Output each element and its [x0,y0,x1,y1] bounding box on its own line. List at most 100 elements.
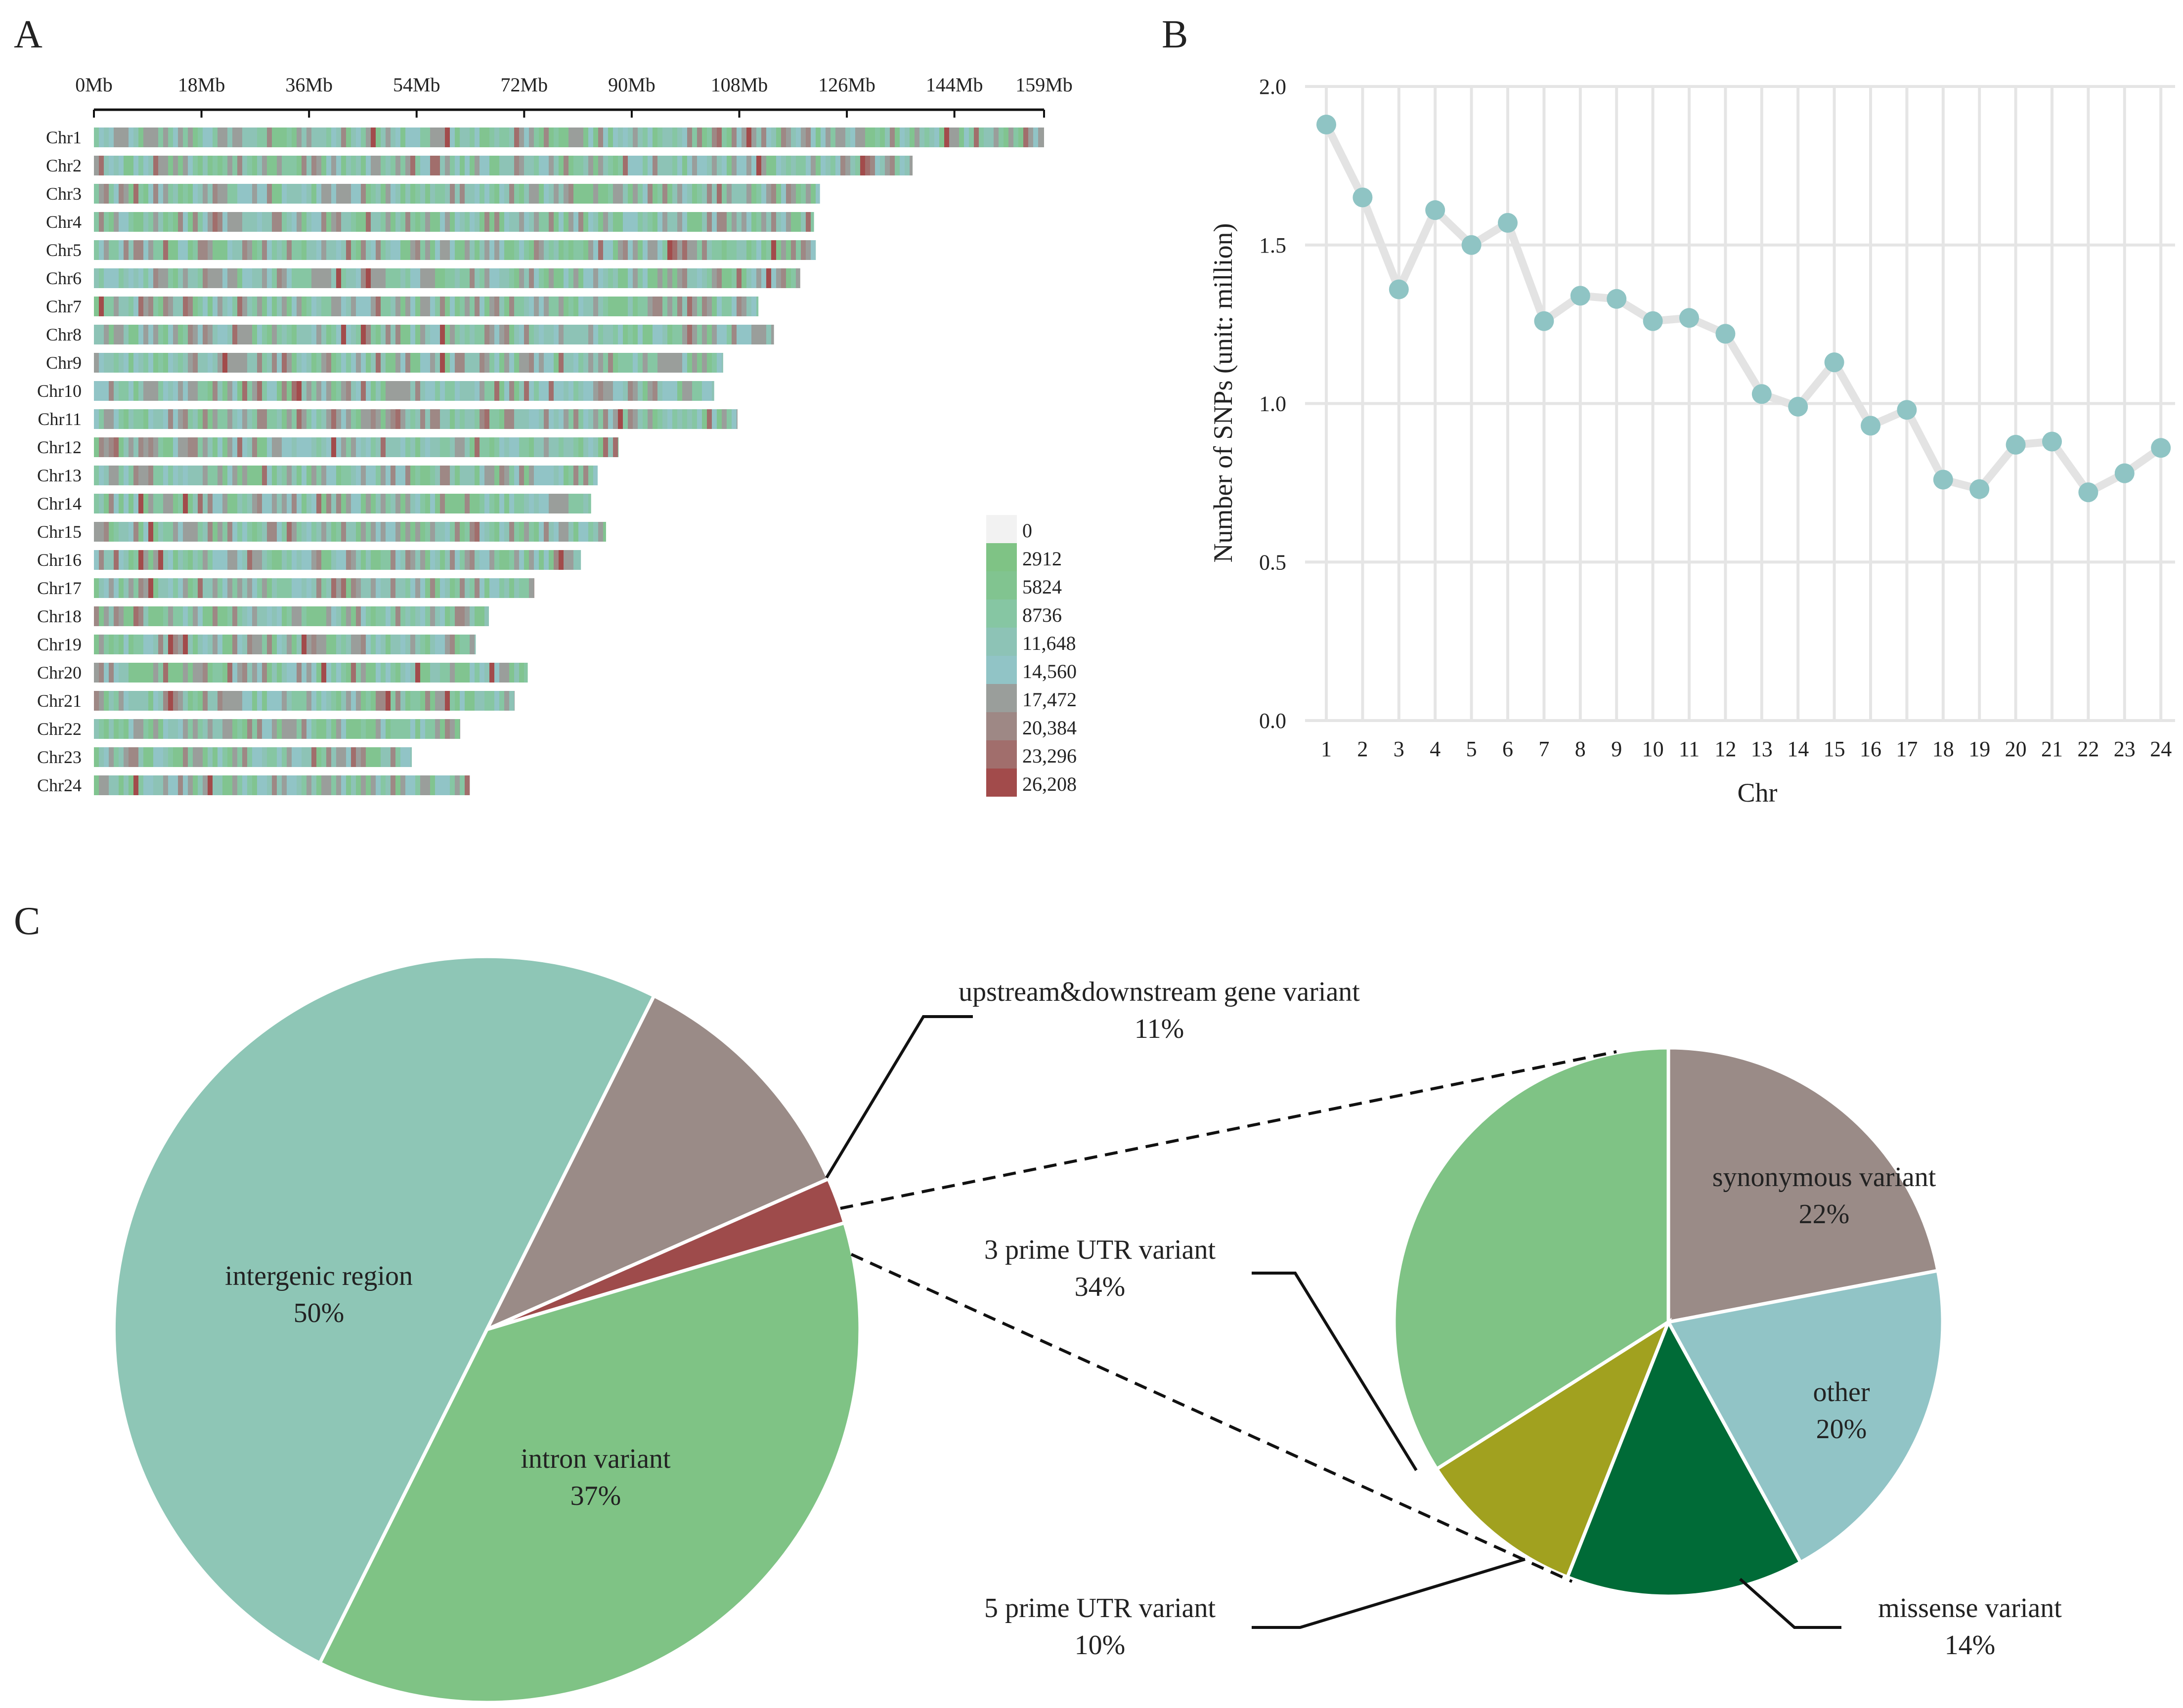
leader-missense [1739,1578,1841,1629]
snp-count-points [1316,114,2171,503]
label-synonymous: synonymous variant [1712,1162,1936,1193]
chromosome-bar [94,212,814,232]
chromosome-label: Chr17 [37,578,82,598]
chromosome-label: Chr16 [37,550,82,570]
snp-count-point [1425,200,1445,220]
chromosome-label: Chr1 [46,128,82,147]
main-pie [112,954,862,1705]
chromosome-bar [94,409,738,429]
chromosome-bar [94,353,723,373]
chromosome-bar [94,268,800,288]
snp-count-point [1316,114,1336,134]
legend-label: 0 [1022,519,1032,542]
chromosome-bar [94,550,581,570]
panel-b-x-tick: 16 [1860,737,1881,761]
chromosome-label: Chr5 [46,240,82,260]
panel-b-x-tick: 7 [1538,737,1549,761]
panel-b-x-tick: 12 [1714,737,1736,761]
chromosome-label: Chr4 [46,212,82,232]
snp-count-point [1751,384,1772,404]
snp-count-point [1643,311,1663,331]
chromosome-label: Chr19 [37,635,82,654]
panel-b-x-tick: 14 [1787,737,1809,761]
pct-upstream-downstream: 11% [1135,1014,1184,1044]
legend-swatch [986,515,1017,543]
panel-b-x-tick: 20 [2005,737,2027,761]
pct-intergenic: 50% [294,1298,345,1328]
panel-b-x-tick: 10 [1642,737,1664,761]
pct-missense: 14% [1945,1630,1996,1661]
chromosome-bar [94,635,476,654]
chromosome-label: Chr21 [37,691,82,711]
chromosome-label: Chr7 [46,297,82,316]
connector-lower-dashed [850,1253,1573,1583]
snp-count-point [1353,187,1373,208]
pct-3prime-utr: 34% [1075,1272,1126,1302]
chromosome-label: Chr6 [46,268,82,288]
panel-b-y-tick: 2.0 [1259,75,1286,99]
pie-slice [1392,1046,1670,1472]
chromosome-bar [94,325,774,344]
panel-b-x-tick: 1 [1321,737,1332,761]
chromosome-bar [94,466,598,485]
snp-count-panel: 0.00.51.01.52.0 1 2 3 4 5 6 7 8 9 10 11 12 13 14 15 16 1… [1208,75,2175,808]
pct-intron: 37% [570,1481,621,1511]
panel-label-b: B [1162,13,1188,56]
pie-slice [317,1220,862,1705]
chromosome-bar [94,156,913,175]
chromosome-label: Chr10 [37,381,82,401]
panel-b-x-tick: 24 [2150,737,2172,761]
snp-count-point [1389,279,1409,299]
legend-label: 5824 [1022,576,1062,598]
label-5prime-utr: 5 prime UTR variant [984,1593,1216,1623]
pie-slice [1666,1046,1940,1324]
legend-label: 2912 [1022,548,1062,570]
chromosome-bar [94,719,460,739]
chromosome-bar [94,297,759,316]
chromosome-label: Chr11 [38,409,82,429]
legend-swatch [986,628,1017,656]
snp-count-point [1607,289,1627,309]
panel-b-y-tick: 1.5 [1259,233,1286,257]
snp-count-point [1715,324,1736,344]
chromosome-bar [94,775,470,795]
panel-b-x-tick: 11 [1679,737,1700,761]
chromosome-bar [94,128,1044,147]
panel-label-a: A [14,13,43,56]
panel-b-x-tick: 5 [1466,737,1477,761]
snp-count-point [2006,434,2026,455]
panel-b-x-tick: 4 [1430,737,1441,761]
pie-slice [1565,1318,1803,1598]
panel-label-c: C [14,899,40,943]
pie-slice [1665,1268,1945,1565]
panel-a-ticks: 0Mb 18Mb 36Mb 54Mb 72Mb 90Mb 108Mb 126Mb 144Mb 15… [75,74,1073,118]
panel-a-tick-label: 72Mb [501,74,548,96]
legend-swatch [986,571,1017,599]
snp-count-point [2151,438,2171,458]
label-3prime-utr: 3 prime UTR variant [984,1235,1216,1265]
panel-a-tick-label: 0Mb [75,74,113,96]
legend-swatch [986,543,1017,571]
pct-other: 20% [1816,1414,1867,1445]
chromosome-label: Chr2 [46,156,82,175]
panel-a-tick-label: 126Mb [818,74,875,96]
chromosome-bar [94,381,714,401]
panel-a-tick-label: 159Mb [1015,74,1073,96]
panel-a-tick-label: 36Mb [285,74,333,96]
panel-b-x-tick: 13 [1751,737,1773,761]
legend-label: 20,384 [1022,717,1077,739]
chromosome-label: Chr9 [46,353,82,373]
pie-slice [112,954,656,1665]
legend-label: 11,648 [1022,632,1076,654]
panel-a-tick-label: 108Mb [711,74,768,96]
legend-label: 14,560 [1022,660,1077,683]
panel-a-tick-label: 144Mb [926,74,983,96]
pie-slice [483,993,831,1333]
leader-upstream [825,1015,973,1179]
label-upstream-downstream: upstream&downstream gene variant [959,977,1360,1007]
label-missense: missense variant [1878,1593,2062,1623]
label-other: other [1813,1377,1870,1408]
detail-pie [1392,1046,1945,1598]
chromosome-label: Chr3 [46,184,82,204]
